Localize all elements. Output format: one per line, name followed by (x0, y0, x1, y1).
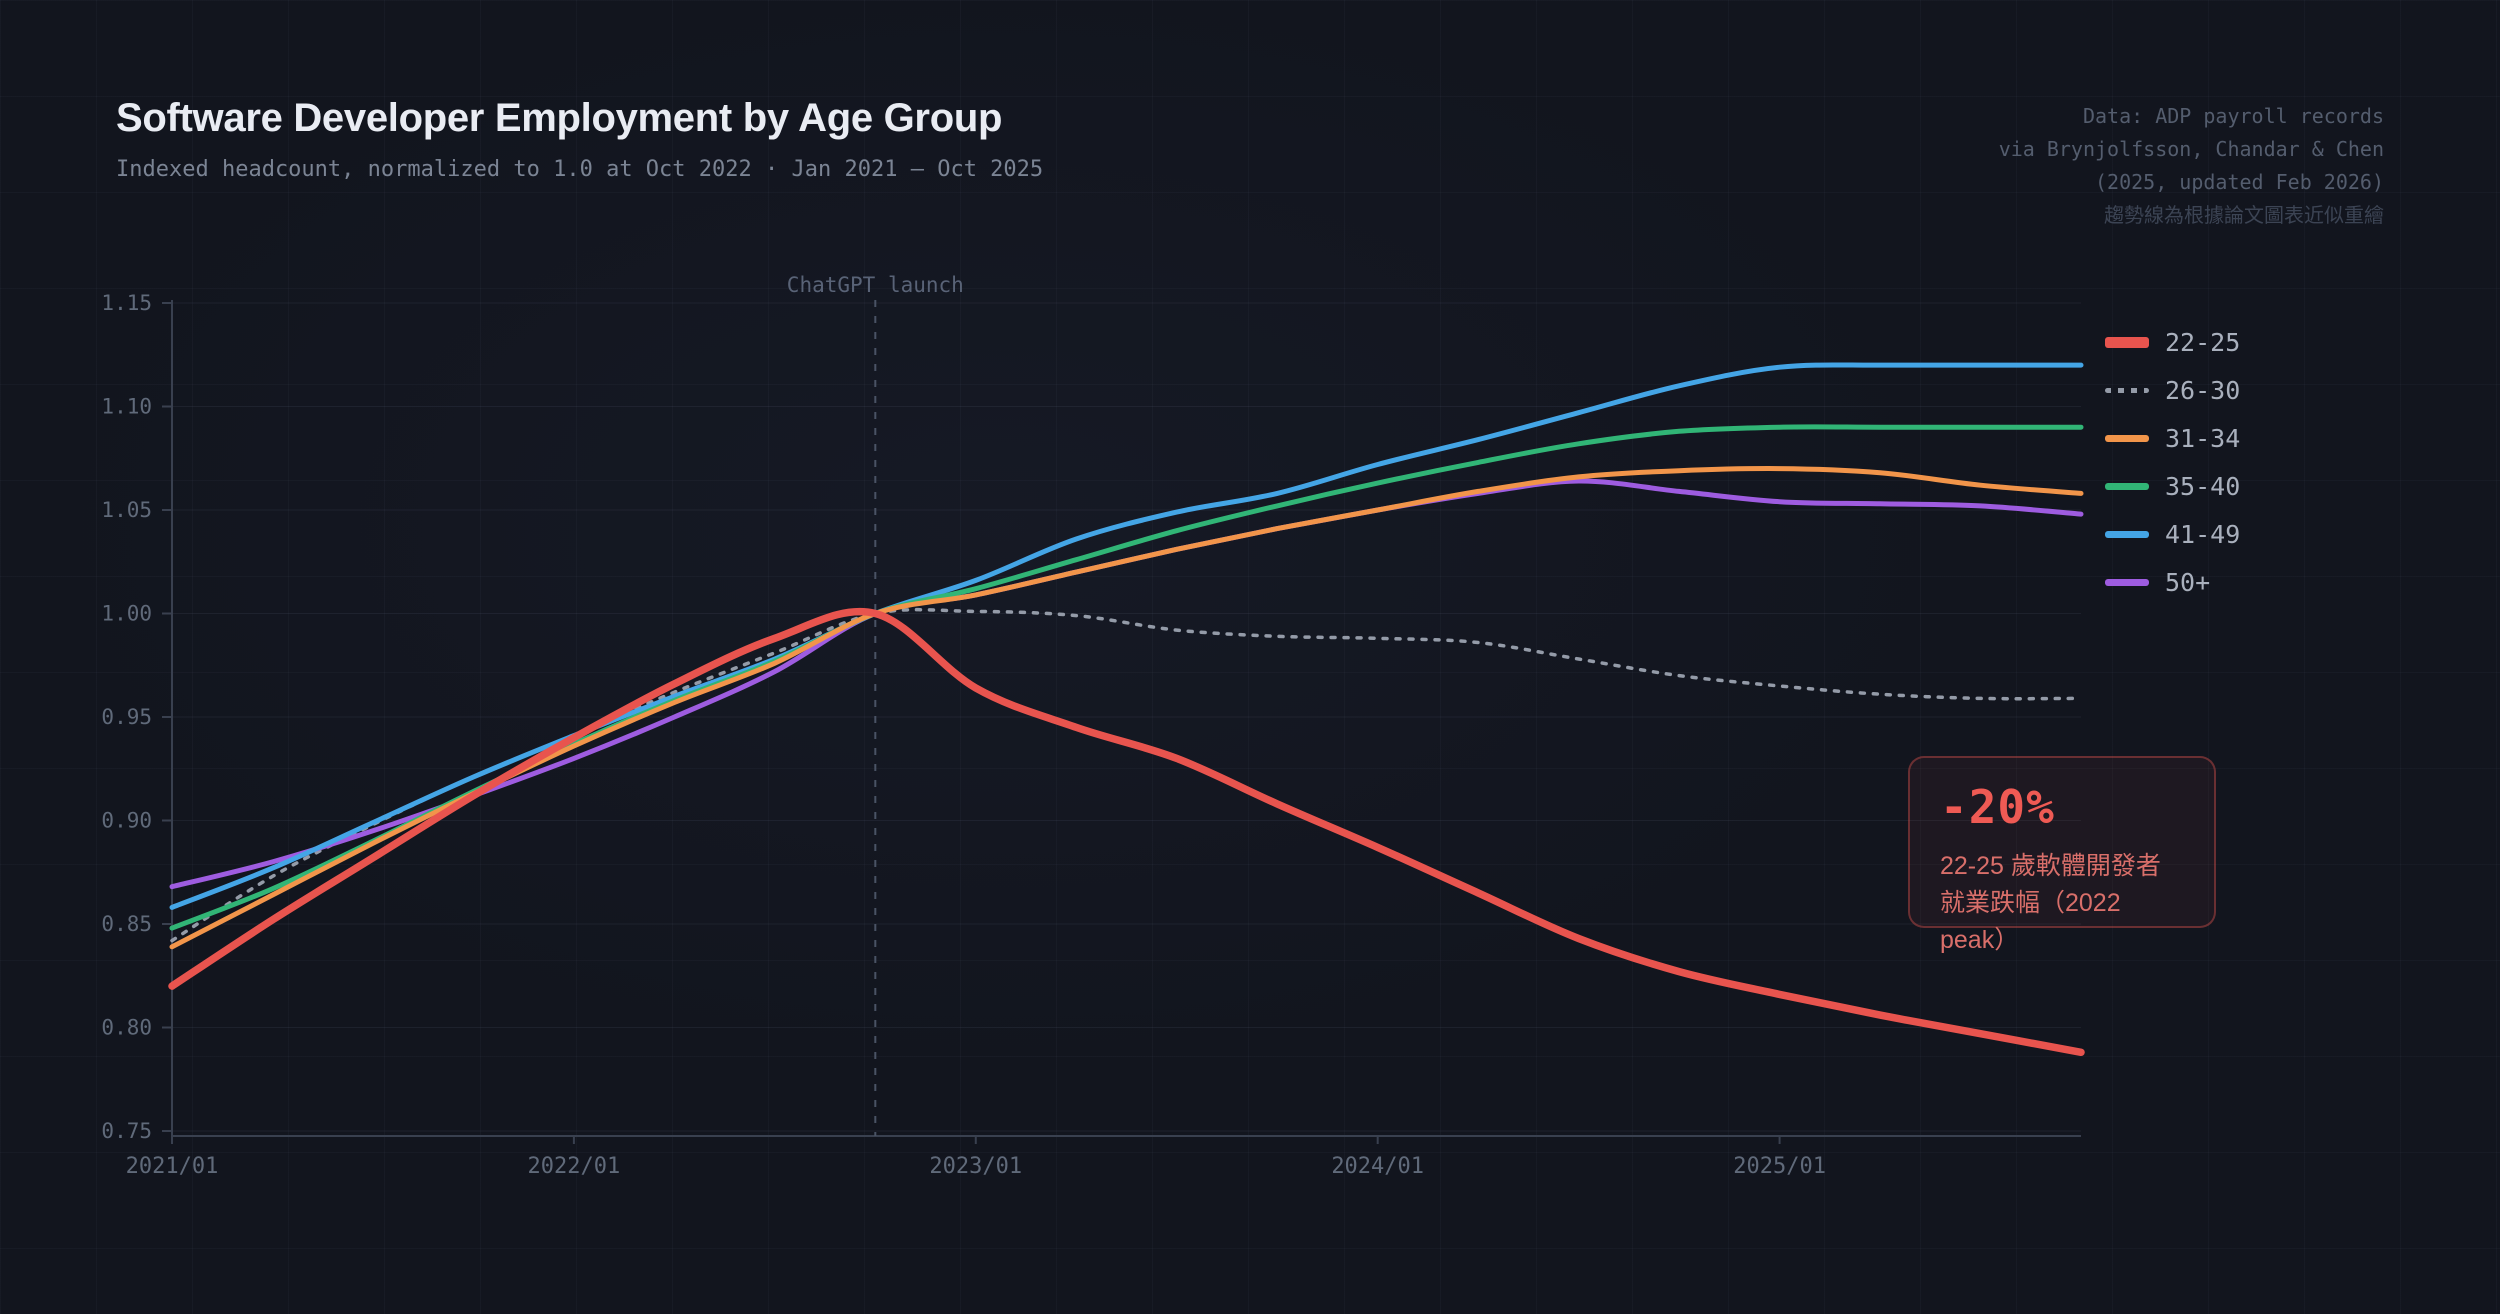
series-line-41-49 (169, 362, 2084, 910)
y-tick-label: 0.90 (101, 809, 152, 833)
legend-label: 31-34 (2165, 423, 2241, 453)
legend-swatch-41-49 (2105, 530, 2149, 538)
data-source-attribution: Data: ADP payroll records via Brynjolfss… (1999, 100, 2384, 232)
chart-header: Software Developer Employment by Age Gro… (116, 96, 1043, 182)
legend-swatch-31-34 (2105, 434, 2149, 442)
attribution-line: via Brynjolfsson, Chandar & Chen (1998, 137, 2384, 161)
legend-label: 22-25 (2165, 327, 2241, 357)
series-line-26-30 (170, 607, 2083, 943)
legend-swatch-35-40 (2105, 482, 2149, 490)
legend-label: 41-49 (2165, 519, 2241, 549)
attribution-line: Data: ADP payroll records (2082, 104, 2384, 128)
x-tick-label: 2025/01 (1733, 1154, 1826, 1179)
y-tick-label: 1.00 (101, 602, 152, 626)
legend-item-22-25: 22-25 (2105, 318, 2240, 366)
series-line-50+ (169, 478, 2084, 890)
chart-legend: 22-25 26-30 31-34 35-40 41-49 50+ (2105, 318, 2240, 606)
attribution-note: 趨勢線為根據論文圖表近似重繪 (2104, 203, 2384, 227)
page-title: Software Developer Employment by Age Gro… (116, 96, 1003, 140)
event-marker-label: ChatGPT launch (786, 273, 964, 297)
x-tick-label: 2024/01 (1331, 1154, 1424, 1179)
x-tick-label: 2023/01 (929, 1154, 1022, 1179)
annotation-text: 就業跌幅（2022 peak） (1940, 889, 2121, 954)
annotation-box: -20% 22-25 歲軟體開發者 就業跌幅（2022 peak） (1908, 756, 2216, 954)
legend-swatch-26-30 (2105, 387, 2149, 393)
annotation-text: 22-25 歲軟體開發者 (1940, 852, 2161, 880)
y-tick-label: 0.85 (101, 912, 152, 936)
y-tick-label: 0.95 (101, 705, 152, 729)
legend-swatch-22-25 (2105, 336, 2149, 348)
y-tick-label: 1.05 (101, 498, 152, 522)
attribution-line: (2025, updated Feb 2026) (2095, 170, 2384, 194)
legend-item-26-30: 26-30 (2105, 366, 2240, 414)
legend-item-41-49: 41-49 (2105, 510, 2240, 558)
x-tick-label: 2022/01 (528, 1154, 621, 1179)
y-tick-label: 0.80 (101, 1016, 152, 1040)
legend-item-50+: 50+ (2105, 558, 2240, 606)
series-line-31-34 (169, 466, 2084, 950)
legend-item-35-40: 35-40 (2105, 462, 2240, 510)
y-tick-label: 1.15 (101, 291, 152, 315)
legend-label: 35-40 (2165, 471, 2241, 501)
legend-label: 26-30 (2165, 375, 2241, 405)
y-tick-label: 0.75 (101, 1119, 152, 1143)
y-tick-label: 1.10 (101, 395, 152, 419)
legend-swatch-50+ (2105, 578, 2149, 586)
series-line-22-25 (168, 607, 2085, 1057)
legend-label: 50+ (2165, 567, 2211, 597)
x-tick-label: 2021/01 (126, 1154, 219, 1179)
chart-subtitle: Indexed headcount, normalized to 1.0 at … (116, 157, 1044, 182)
legend-item-31-34: 31-34 (2105, 414, 2240, 462)
annotation-headline: -20% (1940, 780, 2055, 834)
